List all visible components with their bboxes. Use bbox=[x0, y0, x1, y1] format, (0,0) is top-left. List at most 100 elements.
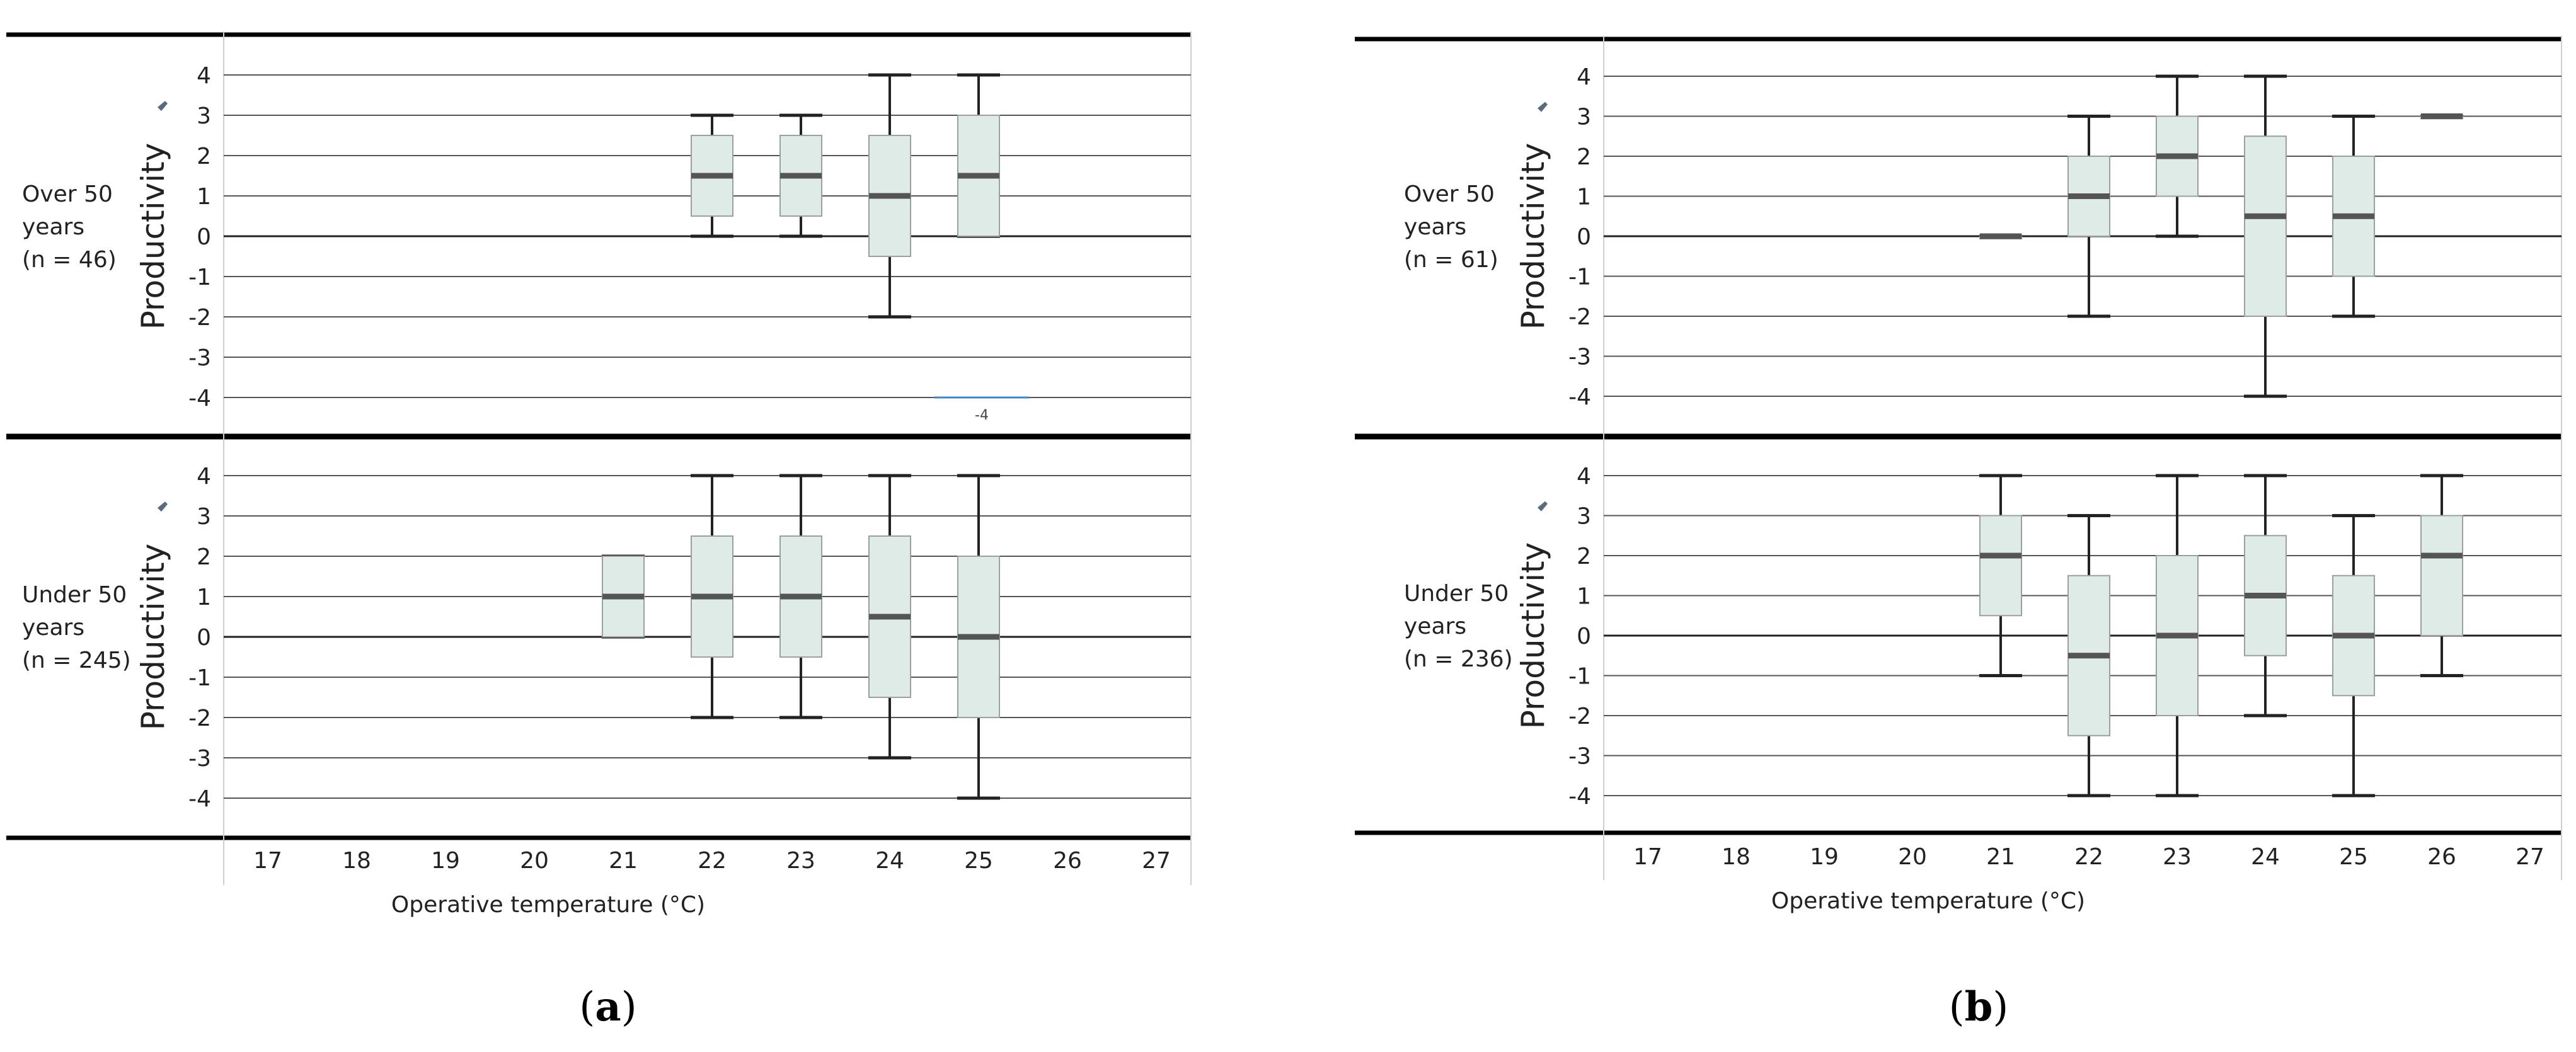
y-tick-label-a-0-5: -1 bbox=[188, 265, 211, 290]
row-label-a-0-0: Over 50 bbox=[22, 181, 113, 207]
y-tick-label-a-1-6: -2 bbox=[188, 706, 211, 731]
y-axis-label-b-0: Productivity bbox=[1515, 143, 1551, 329]
x-tick-label-a-26: 26 bbox=[1053, 848, 1082, 874]
y-tick-label-a-1-5: -1 bbox=[188, 665, 211, 691]
y-tick-label-b-1-4: 0 bbox=[1577, 624, 1591, 649]
y-tick-label-b-1-0: 4 bbox=[1577, 464, 1591, 489]
box-a-1-25 bbox=[957, 474, 1000, 800]
pin-icon bbox=[158, 101, 168, 111]
x-tick-label-a-20: 20 bbox=[520, 848, 549, 874]
x-tick-label-a-22: 22 bbox=[698, 848, 727, 874]
y-tick-label-a-1-8: -4 bbox=[188, 786, 211, 812]
x-tick-label-b-20: 20 bbox=[1898, 844, 1927, 870]
box-b-0-24 bbox=[2244, 74, 2287, 398]
row-label-b-1-0: Under 50 bbox=[1404, 581, 1509, 607]
y-tick-label-a-1-7: -3 bbox=[188, 746, 211, 772]
y-tick-label-b-0-8: -4 bbox=[1568, 384, 1591, 410]
y-tick-label-a-0-4: 0 bbox=[197, 224, 211, 250]
x-tick-label-b-17: 17 bbox=[1633, 844, 1662, 870]
x-tick-label-b-27: 27 bbox=[2516, 844, 2544, 870]
x-tick-label-a-23: 23 bbox=[786, 848, 815, 874]
y-tick-label-b-0-7: -3 bbox=[1568, 345, 1591, 370]
row-label-b-0-0: Over 50 bbox=[1404, 181, 1495, 207]
y-tick-label-a-0-6: -2 bbox=[188, 305, 211, 331]
box-a-0-23 bbox=[779, 113, 822, 238]
y-tick-label-a-0-3: 1 bbox=[197, 184, 211, 210]
x-tick-label-a-21: 21 bbox=[609, 848, 638, 874]
row-label-b-0-2: (n = 61) bbox=[1404, 247, 1498, 273]
row-label-b-0-1: years bbox=[1404, 214, 1466, 240]
row-label-a-0-2: (n = 46) bbox=[22, 247, 117, 273]
box-b-1-21 bbox=[1979, 474, 2022, 677]
x-tick-label-a-18: 18 bbox=[342, 848, 371, 874]
box-b-1-26 bbox=[2420, 474, 2463, 677]
x-tick-label-b-23: 23 bbox=[2163, 844, 2192, 870]
y-axis-label-b-1: Productivity bbox=[1515, 542, 1551, 729]
y-tick-label-b-1-6: -2 bbox=[1568, 704, 1591, 729]
box-a-0-24 bbox=[868, 73, 911, 319]
box-b-0-22 bbox=[2067, 115, 2110, 318]
y-tick-label-b-1-2: 2 bbox=[1577, 544, 1591, 569]
y-tick-label-b-1-7: -3 bbox=[1568, 744, 1591, 770]
row-label-a-0-1: years bbox=[22, 214, 84, 240]
row-label-b-1-2: (n = 236) bbox=[1404, 646, 1513, 672]
box-b-1-25 bbox=[2332, 514, 2375, 798]
x-tick-label-b-22: 22 bbox=[2074, 844, 2103, 870]
box-a-1-23 bbox=[779, 474, 822, 719]
x-tick-label-a-19: 19 bbox=[431, 848, 460, 874]
y-tick-label-b-0-0: 4 bbox=[1577, 64, 1591, 90]
annotation-label: -4 bbox=[975, 408, 989, 423]
x-axis-label-a: Operative temperature (°C) bbox=[391, 892, 705, 918]
x-tick-label-b-21: 21 bbox=[1986, 844, 2015, 870]
box-body bbox=[2244, 135, 2287, 317]
y-axis-label-a-1: Productivity bbox=[135, 544, 171, 730]
row-label-a-1-1: years bbox=[22, 615, 84, 641]
y-tick-label-b-0-5: -1 bbox=[1568, 265, 1591, 290]
y-tick-label-b-1-3: 1 bbox=[1577, 584, 1591, 610]
box-b-0-21 bbox=[1979, 233, 2022, 239]
box-b-0-25 bbox=[2332, 115, 2375, 318]
x-tick-label-b-25: 25 bbox=[2339, 844, 2368, 870]
box-body bbox=[1979, 515, 2022, 617]
pin-icon bbox=[158, 501, 168, 512]
y-tick-label-b-0-3: 1 bbox=[1577, 185, 1591, 210]
y-tick-label-a-0-0: 4 bbox=[197, 63, 211, 89]
y-tick-label-a-0-7: -3 bbox=[188, 345, 211, 371]
y-tick-label-b-0-2: 2 bbox=[1577, 144, 1591, 170]
box-b-1-24 bbox=[2244, 474, 2287, 718]
y-tick-label-a-1-0: 4 bbox=[197, 464, 211, 489]
pin-icon bbox=[1538, 101, 1548, 112]
y-tick-label-b-1-8: -4 bbox=[1568, 784, 1591, 809]
box-b-0-23 bbox=[2156, 74, 2199, 238]
y-axis-label-a-0: Productivity bbox=[135, 143, 171, 329]
x-tick-label-b-18: 18 bbox=[1722, 844, 1751, 870]
x-tick-label-a-25: 25 bbox=[964, 848, 993, 874]
y-tick-label-a-1-3: 1 bbox=[197, 585, 211, 610]
y-tick-label-b-0-6: -2 bbox=[1568, 304, 1591, 330]
box-b-0-26 bbox=[2420, 113, 2463, 120]
pin-icon bbox=[1538, 501, 1548, 512]
row-label-a-1-2: (n = 245) bbox=[22, 648, 131, 673]
box-b-1-23 bbox=[2156, 474, 2199, 798]
y-tick-label-b-0-1: 3 bbox=[1577, 105, 1591, 130]
box-a-1-24 bbox=[868, 474, 911, 760]
y-tick-label-a-1-4: 0 bbox=[197, 625, 211, 651]
panel-label-b: (b) bbox=[1949, 983, 2009, 1031]
box-body bbox=[2420, 515, 2463, 636]
x-tick-label-b-19: 19 bbox=[1810, 844, 1839, 870]
y-tick-label-a-0-8: -4 bbox=[188, 386, 211, 411]
y-tick-label-b-0-4: 0 bbox=[1577, 224, 1591, 250]
box-a-1-22 bbox=[691, 474, 733, 719]
x-tick-label-a-27: 27 bbox=[1142, 848, 1171, 874]
y-tick-label-b-1-5: -1 bbox=[1568, 664, 1591, 690]
y-tick-label-a-1-1: 3 bbox=[197, 504, 211, 530]
x-tick-label-b-26: 26 bbox=[2427, 844, 2456, 870]
y-tick-label-b-1-1: 3 bbox=[1577, 504, 1591, 530]
box-b-1-22 bbox=[2067, 514, 2110, 798]
panel-label-a: (a) bbox=[579, 983, 636, 1031]
row-label-a-1-0: Under 50 bbox=[22, 582, 127, 608]
x-axis-label-b: Operative temperature (°C) bbox=[1771, 888, 2085, 914]
y-tick-label-a-0-1: 3 bbox=[197, 103, 211, 129]
x-tick-label-a-24: 24 bbox=[875, 848, 904, 874]
